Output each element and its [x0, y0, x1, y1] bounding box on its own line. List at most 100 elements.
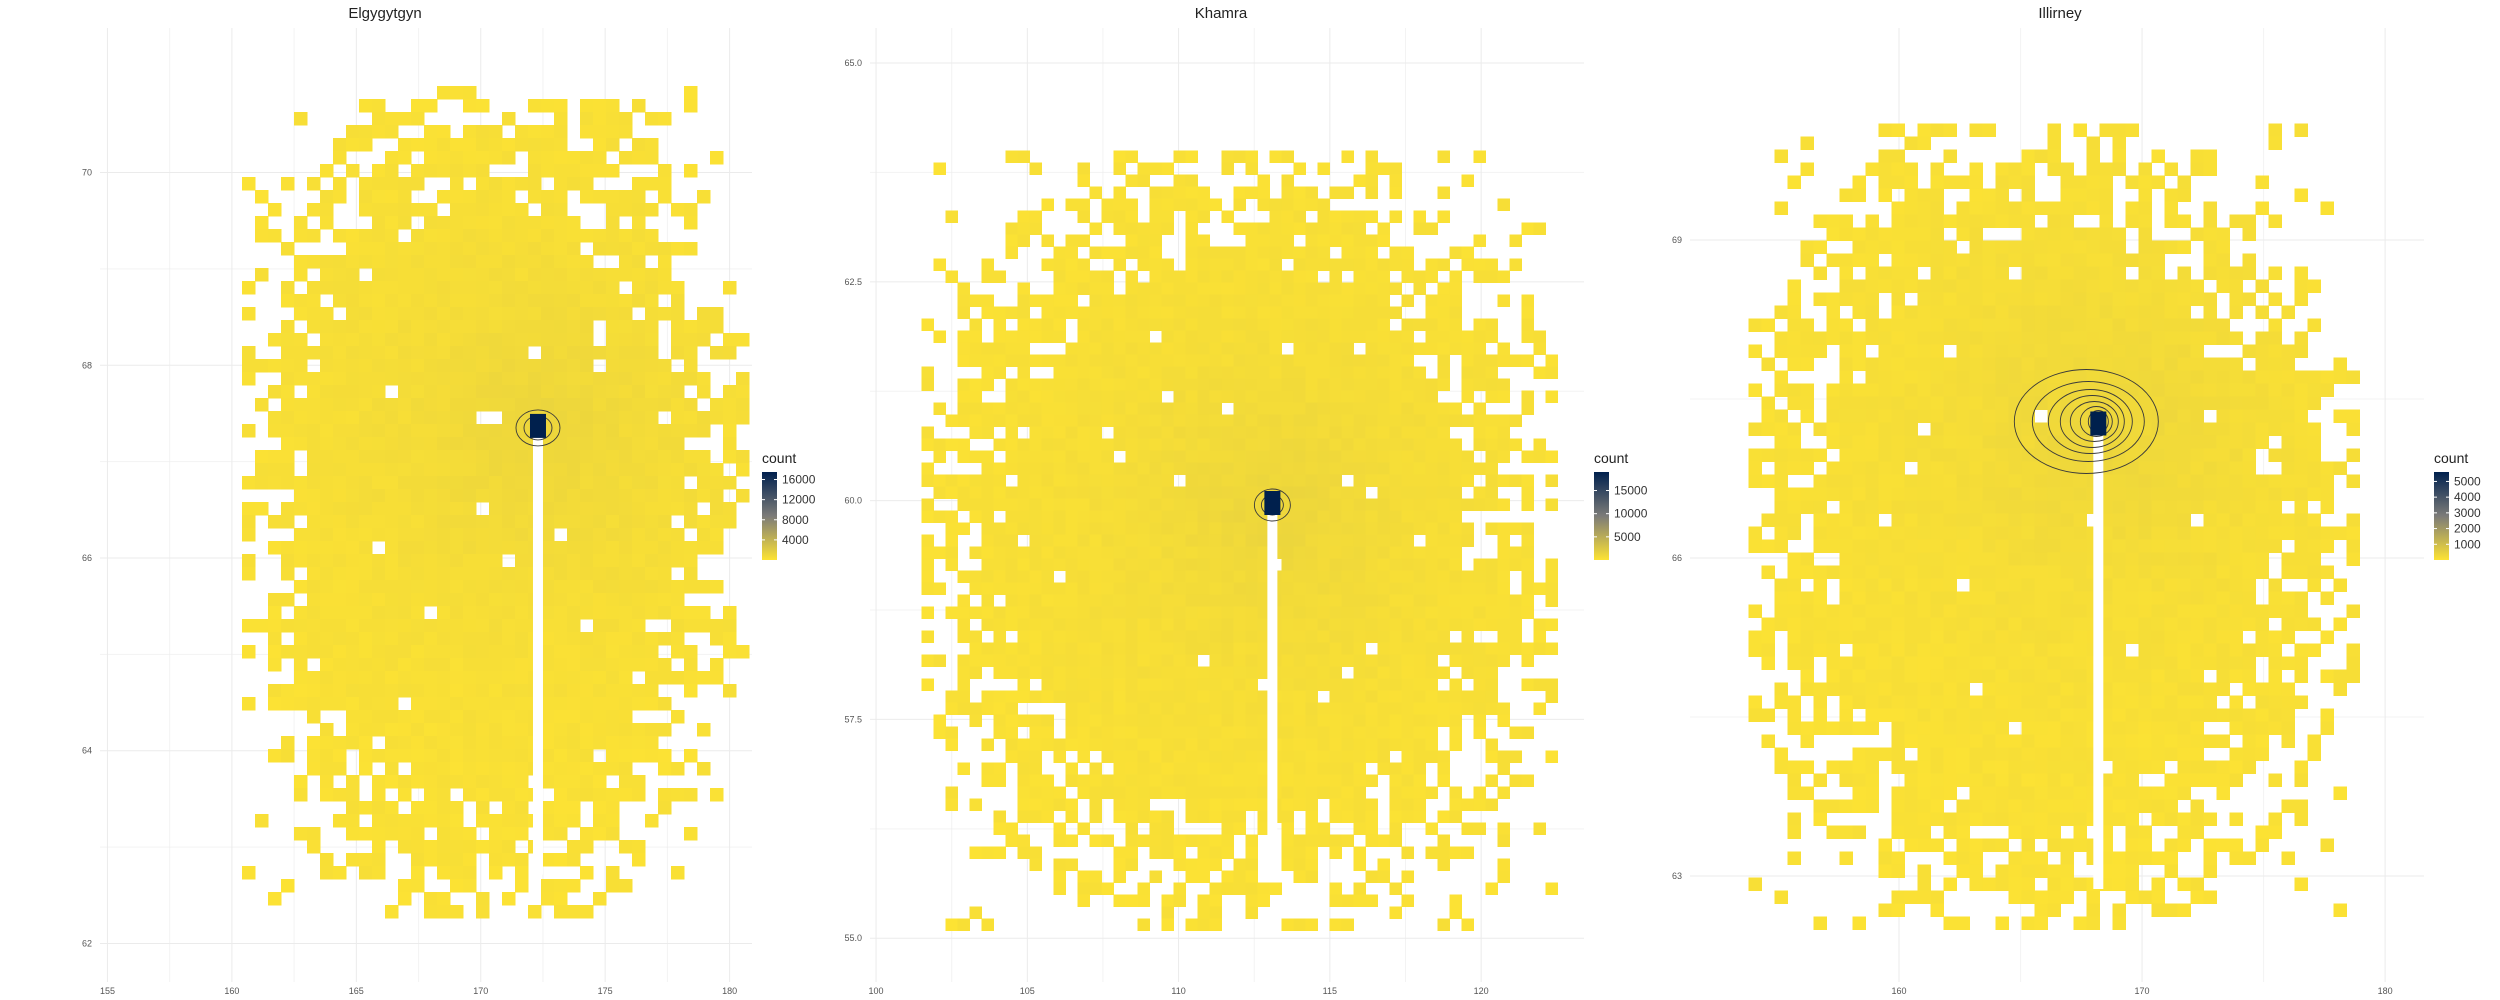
heatmap-cell	[1521, 330, 1534, 343]
heatmap-cell	[1917, 123, 1931, 137]
heatmap-cell	[1317, 366, 1330, 379]
heatmap-cell	[267, 644, 282, 659]
heatmap-cell	[1969, 253, 1983, 267]
heatmap-cell	[553, 722, 568, 737]
heatmap-cell	[397, 332, 412, 347]
heatmap-cell	[1017, 318, 1030, 331]
heatmap-cell	[2229, 279, 2243, 293]
heatmap-cell	[488, 761, 503, 776]
heatmap-cell	[1461, 414, 1474, 427]
heatmap-cell	[475, 904, 490, 919]
heatmap-cell	[618, 423, 633, 438]
heatmap-cell	[1852, 409, 1866, 423]
heatmap-cell	[1281, 630, 1294, 643]
heatmap-cell	[475, 228, 490, 243]
heatmap-cell	[1293, 318, 1306, 331]
heatmap-cell	[332, 358, 347, 373]
heatmap-cell	[1389, 174, 1402, 187]
heatmap-cell	[1353, 522, 1366, 535]
heatmap-cell	[1185, 582, 1198, 595]
heatmap-cell	[957, 414, 970, 427]
heatmap-cell	[981, 498, 994, 511]
heatmap-cell	[1413, 546, 1426, 559]
heatmap-cell	[2138, 188, 2152, 202]
heatmap-cell	[1077, 594, 1090, 607]
heatmap-cell	[1281, 834, 1294, 847]
heatmap-cell	[2112, 357, 2126, 371]
legend-label: 16000	[782, 473, 816, 487]
heatmap-cell	[644, 579, 659, 594]
heatmap-cell	[1125, 198, 1138, 211]
heatmap-cell	[475, 657, 490, 672]
heatmap-cell	[436, 826, 451, 841]
heatmap-cell	[1245, 558, 1258, 571]
heatmap-cell	[332, 865, 347, 880]
heatmap-cell	[1461, 522, 1474, 535]
heatmap-cell	[933, 162, 946, 175]
heatmap-cell	[1017, 810, 1030, 823]
heatmap-cell	[1065, 678, 1078, 691]
heatmap-cell	[2255, 331, 2269, 345]
heatmap-cell	[462, 527, 477, 542]
heatmap-cell	[319, 566, 334, 581]
heatmap-cell	[1904, 188, 1918, 202]
heatmap-cell	[410, 761, 425, 776]
heatmap-cell	[1077, 162, 1090, 175]
heatmap-cell	[933, 402, 946, 415]
heatmap-cell	[371, 553, 386, 568]
heatmap-cell	[1041, 594, 1054, 607]
heatmap-cell	[410, 332, 425, 347]
heatmap-cell	[345, 514, 360, 529]
heatmap-cell	[1017, 510, 1030, 523]
heatmap-cell	[1005, 510, 1018, 523]
heatmap-cell	[527, 904, 542, 919]
heatmap-cell	[1077, 210, 1090, 223]
heatmap-cell	[1956, 409, 1970, 423]
heatmap-cell	[1101, 486, 1114, 499]
heatmap-cell	[1197, 366, 1210, 379]
heatmap-cell	[1930, 409, 1944, 423]
heatmap-cell	[1125, 534, 1138, 547]
heatmap-cell	[2099, 292, 2113, 306]
heatmap-cell	[553, 748, 568, 763]
heatmap-cell	[683, 397, 698, 412]
heatmap-cell	[423, 657, 438, 672]
heatmap-cell	[384, 345, 399, 360]
heatmap-cell	[592, 709, 607, 724]
heatmap-cell	[553, 709, 568, 724]
heatmap-cell	[2047, 201, 2061, 215]
heatmap-cell	[683, 657, 698, 672]
heatmap-cell	[488, 839, 503, 854]
heatmap-cell	[501, 293, 516, 308]
heatmap-cell	[1401, 522, 1414, 535]
heatmap-cell	[1017, 774, 1030, 787]
heatmap-cell	[410, 553, 425, 568]
heatmap-cell	[332, 475, 347, 490]
heatmap-cell	[981, 462, 994, 475]
heatmap-cell	[566, 852, 581, 867]
heatmap-cell	[1852, 357, 1866, 371]
heatmap-cell	[1185, 918, 1198, 931]
heatmap-cell	[1353, 894, 1366, 907]
heatmap-cell	[267, 514, 282, 529]
heatmap-cell	[397, 137, 412, 152]
heatmap-cell	[993, 570, 1006, 583]
heatmap-cell	[449, 280, 464, 295]
heatmap-cell	[384, 657, 399, 672]
heatmap-cell	[1317, 582, 1330, 595]
heatmap-cell	[1774, 201, 1788, 215]
heatmap-cell	[1293, 366, 1306, 379]
heatmap-cell	[293, 397, 308, 412]
heatmap-cell	[1077, 870, 1090, 883]
heatmap-cell	[1461, 594, 1474, 607]
heatmap-cell	[2099, 331, 2113, 345]
heatmap-cell	[2021, 331, 2035, 345]
heatmap-cell	[1509, 618, 1522, 631]
heatmap-cell	[631, 683, 646, 698]
heatmap-cell	[384, 488, 399, 503]
heatmap-cell	[1995, 409, 2009, 423]
heatmap-cell	[1221, 474, 1234, 487]
heatmap-cell	[1852, 331, 1866, 345]
heatmap-cell	[1173, 666, 1186, 679]
heatmap-cell	[1173, 834, 1186, 847]
